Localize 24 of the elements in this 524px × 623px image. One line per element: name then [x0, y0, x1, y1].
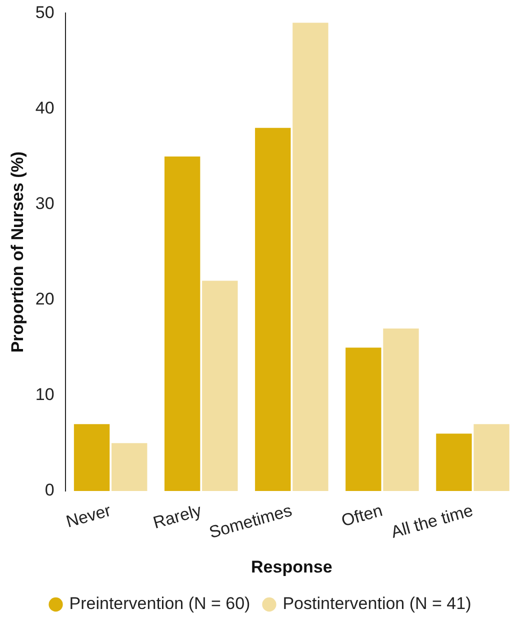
bar [164, 156, 200, 491]
x-tick-label: Never [64, 500, 114, 532]
x-axis-title: Response [251, 557, 332, 576]
y-tick-label: 50 [35, 2, 54, 22]
legend-label: Preintervention (N = 60) [69, 594, 250, 614]
y-tick-label: 40 [35, 98, 54, 118]
bar [474, 424, 510, 491]
x-tick-label: All the time [388, 500, 476, 542]
y-tick-label: 30 [35, 194, 54, 213]
bar [74, 424, 110, 491]
y-tick-label: 0 [44, 480, 54, 500]
y-tick-label: 10 [35, 385, 54, 404]
legend-label: Postintervention (N = 41) [282, 594, 472, 614]
bar [202, 280, 238, 491]
bar [346, 348, 382, 491]
y-axis-title: Proportion of Nurses (%) [8, 151, 27, 353]
x-tick-label: Rarely [151, 500, 204, 532]
y-tick-label: 20 [35, 290, 54, 309]
bar [292, 22, 328, 491]
bar [255, 128, 291, 491]
x-tick-label: Often [339, 500, 385, 530]
bar [112, 443, 148, 491]
bar [436, 434, 472, 491]
bar [383, 328, 419, 491]
